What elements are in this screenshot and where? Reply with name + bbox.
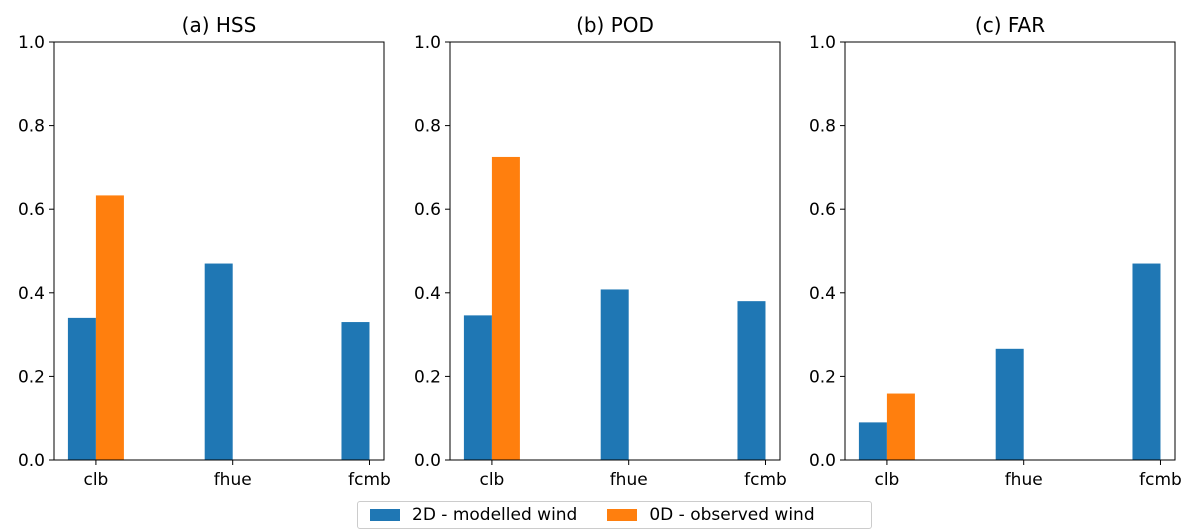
axes-frame — [53, 41, 385, 461]
bar-fhue-2d — [995, 348, 1024, 460]
legend-item-2d: 2D - modelled wind — [370, 505, 577, 525]
chart-title: (c) FAR — [975, 13, 1045, 37]
y-tick-label: 0.6 — [414, 200, 441, 220]
bar-clb-0d — [95, 195, 124, 460]
y-tick-label: 0.4 — [809, 284, 836, 304]
y-tick-label: 1.0 — [18, 33, 45, 53]
legend-swatch-2d — [370, 509, 400, 521]
y-tick-label: 0.0 — [414, 451, 441, 471]
bar-fcmb-2d — [737, 301, 766, 460]
y-tick-label: 1.0 — [414, 33, 441, 53]
legend-label-0d: 0D - observed wind — [649, 505, 815, 525]
x-tick-label-fcmb: fcmb — [744, 470, 787, 490]
legend-item-0d: 0D - observed wind — [607, 505, 815, 525]
axes-frame — [449, 41, 781, 461]
y-tick-label: 0.8 — [414, 117, 441, 137]
y-tick-label: 0.8 — [18, 117, 45, 137]
x-tick-label-fhue: fhue — [214, 470, 252, 490]
chart-panel-2: 0.0 0.2 0.4 0.6 0.8 1.0 clb fhue fcmb (b) POD — [414, 13, 787, 490]
bar-clb-2d — [858, 422, 887, 460]
bar-clb-0d — [886, 393, 915, 460]
bar-fcmb-2d — [341, 322, 370, 460]
y-tick-label: 0.8 — [809, 117, 836, 137]
x-tick-label-fcmb: fcmb — [348, 470, 391, 490]
bar-clb-0d — [491, 156, 520, 460]
chart-panel-3: 0.0 0.2 0.4 0.6 0.8 1.0 clb fhue fcmb (c) FAR — [809, 13, 1182, 490]
bar-fcmb-2d — [1132, 263, 1161, 460]
bar-fhue-2d — [600, 289, 629, 460]
chart-title: (b) POD — [576, 13, 654, 37]
chart-title: (a) HSS — [182, 13, 257, 37]
x-tick-label-clb: clb — [479, 470, 504, 490]
bar-clb-2d — [67, 317, 96, 460]
bar-clb-2d — [463, 315, 492, 460]
legend-swatch-0d — [607, 509, 638, 521]
y-tick-label: 0.2 — [809, 367, 836, 387]
legend-label-2d: 2D - modelled wind — [412, 505, 578, 525]
x-tick-label-fhue: fhue — [1005, 470, 1043, 490]
bar-fhue-2d — [204, 263, 233, 460]
y-tick-label: 0.4 — [18, 284, 45, 304]
legend: 2D - modelled wind 0D - observed wind — [357, 501, 872, 529]
chart-panel-1: 0.0 0.2 0.4 0.6 0.8 1.0 clb fhue fcmb (a) HSS — [18, 13, 391, 490]
y-tick-label: 0.0 — [809, 451, 836, 471]
y-tick-label: 0.0 — [18, 451, 45, 471]
x-tick-label-fhue: fhue — [610, 470, 648, 490]
y-tick-label: 0.2 — [18, 367, 45, 387]
x-tick-label-clb: clb — [874, 470, 899, 490]
y-tick-label: 0.6 — [18, 200, 45, 220]
x-tick-label-clb: clb — [83, 470, 108, 490]
y-tick-label: 0.6 — [809, 200, 836, 220]
x-tick-label-fcmb: fcmb — [1139, 470, 1182, 490]
y-tick-label: 0.4 — [414, 284, 441, 304]
y-tick-label: 0.2 — [414, 367, 441, 387]
axes-frame — [844, 41, 1176, 461]
y-tick-label: 1.0 — [809, 33, 836, 53]
